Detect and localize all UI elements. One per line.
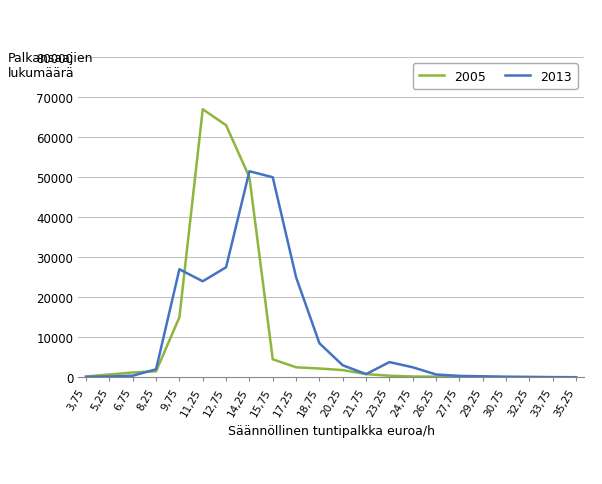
2005 <box>269 357 276 363</box>
Line: 2005: 2005 <box>86 110 576 378</box>
Text: Palkansaajien
lukumäärä: Palkansaajien lukumäärä <box>7 52 93 80</box>
2013 <box>106 374 113 379</box>
2013 <box>152 367 160 373</box>
2005 <box>479 375 486 380</box>
2005 <box>573 375 580 380</box>
2013 <box>293 275 300 281</box>
2005 <box>293 364 300 370</box>
2013 <box>269 175 276 181</box>
2005 <box>503 375 510 380</box>
2005 <box>456 374 463 380</box>
Legend: 2005, 2013: 2005, 2013 <box>413 64 578 90</box>
2005 <box>246 175 253 181</box>
2005 <box>199 107 206 113</box>
2013 <box>129 373 136 379</box>
2005 <box>432 374 439 380</box>
2013 <box>409 364 417 370</box>
2005 <box>316 366 323 372</box>
2005 <box>106 372 113 378</box>
2013 <box>176 267 183 272</box>
2005 <box>152 369 160 375</box>
2005 <box>526 375 533 380</box>
2013 <box>339 363 346 368</box>
2005 <box>409 374 417 379</box>
2013 <box>456 373 463 379</box>
2013 <box>503 374 510 380</box>
2005 <box>549 375 556 380</box>
2005 <box>176 315 183 320</box>
2013 <box>82 374 90 380</box>
2013 <box>316 341 323 347</box>
2013 <box>199 279 206 285</box>
2005 <box>386 373 393 379</box>
2013 <box>362 371 370 377</box>
2013 <box>386 360 393 365</box>
2013 <box>573 375 580 380</box>
2005 <box>129 370 136 376</box>
2005 <box>362 371 370 377</box>
2013 <box>479 374 486 379</box>
2013 <box>432 372 439 378</box>
2013 <box>223 265 230 271</box>
2005 <box>223 123 230 129</box>
Line: 2013: 2013 <box>86 172 576 378</box>
2013 <box>526 374 533 380</box>
2005 <box>82 374 90 379</box>
X-axis label: Säännöllinen tuntipalkka euroa/h: Säännöllinen tuntipalkka euroa/h <box>228 424 435 437</box>
2013 <box>549 375 556 380</box>
2013 <box>246 169 253 175</box>
2005 <box>339 367 346 373</box>
